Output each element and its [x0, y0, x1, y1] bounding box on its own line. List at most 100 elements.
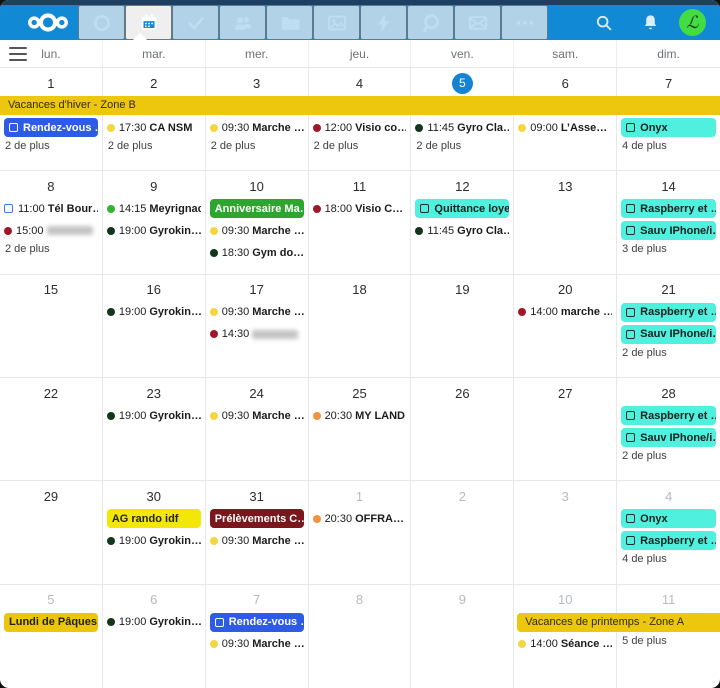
- event-chip[interactable]: Rendez-vous …: [209, 612, 304, 632]
- day-cell[interactable]: 10 14:00 Séance …: [514, 584, 618, 688]
- mail-app-icon[interactable]: [454, 5, 501, 40]
- day-cell[interactable]: 2: [411, 481, 515, 585]
- more-events-link[interactable]: 3 de plus: [622, 243, 667, 256]
- event-dot-line[interactable]: 09:30 Marche …: [209, 303, 304, 322]
- event-dot-line[interactable]: 09:30 Marche …: [209, 635, 304, 654]
- day-cell[interactable]: 19: [411, 274, 515, 378]
- day-cell[interactable]: 16 19:00 Gyrokin…: [102, 274, 206, 378]
- more-events-link[interactable]: 2 de plus: [210, 140, 256, 152]
- event-dot-line[interactable]: 09:30 Marche …: [209, 531, 304, 550]
- day-cell[interactable]: 20 14:00 marche …: [514, 274, 618, 378]
- day-cell[interactable]: 11 18:00 Visio C…: [308, 171, 412, 275]
- day-cell[interactable]: 4 Onyx Raspberry et … 4 de plus: [617, 481, 720, 585]
- event-chip[interactable]: Raspberry et …: [621, 302, 716, 322]
- event-chip[interactable]: Raspberry et …: [621, 531, 716, 551]
- day-cell[interactable]: 1 Rendez-vous … 2 de plus: [0, 68, 103, 172]
- day-cell[interactable]: 3 09:30 Marche … 2 de plus: [205, 68, 309, 172]
- event-dot-line[interactable]: 15:00: [4, 221, 98, 240]
- event-chip[interactable]: Onyx: [621, 509, 716, 529]
- day-cell[interactable]: 29: [0, 481, 103, 585]
- day-cell[interactable]: 31 Prélèvements C… 09:30 Marche …: [205, 481, 309, 585]
- contacts-app-icon[interactable]: [219, 5, 266, 40]
- event-chip[interactable]: Sauv IPhone/i…: [621, 428, 716, 447]
- more-events-link[interactable]: 2 de plus: [622, 450, 667, 462]
- event-chip[interactable]: Sauv IPhone/i…: [621, 324, 716, 344]
- day-cell[interactable]: 14 Raspberry et … Sauv IPhone/i… 3 de plus: [617, 171, 720, 275]
- user-avatar[interactable]: ℒ: [679, 9, 706, 36]
- event-dot-line[interactable]: 19:00 Gyrokin…: [106, 406, 201, 425]
- event-dot-line[interactable]: 14:30: [209, 325, 304, 344]
- event-chip[interactable]: Quittance loyer: [415, 199, 510, 219]
- more-events-link[interactable]: 4 de plus: [622, 140, 667, 152]
- day-cell[interactable]: 30 AG rando idf 19:00 Gyrokin…: [102, 481, 206, 585]
- day-cell[interactable]: 7 Rendez-vous … 09:30 Marche …: [206, 584, 309, 688]
- event-dot-line[interactable]: 19:00 Gyrokin…: [106, 303, 201, 322]
- vacation-banner[interactable]: Vacances de printemps - Zone A: [517, 612, 720, 632]
- day-cell[interactable]: 9: [411, 584, 515, 688]
- day-cell[interactable]: 13: [514, 171, 618, 275]
- day-cell[interactable]: 2 17:30 CA NSM 2 de plus: [102, 68, 206, 172]
- event-dot-line[interactable]: 20:30 MY LAND: [312, 406, 407, 425]
- event-dot-line[interactable]: 14:00 marche …: [518, 303, 612, 322]
- day-cell[interactable]: 6 09:00 L’Asse…: [514, 68, 618, 172]
- event-chip[interactable]: Raspberry et …: [621, 199, 716, 219]
- day-cell[interactable]: 24 09:30 Marche …: [205, 378, 309, 482]
- event-dot-line[interactable]: 14:15 Meyrignac: [106, 199, 201, 218]
- more-events-link[interactable]: 2 de plus: [416, 140, 462, 152]
- vacation-banner[interactable]: Vacances d'hiver - Zone B: [0, 96, 720, 115]
- search-icon[interactable]: [581, 5, 627, 40]
- tasks-app-icon[interactable]: [172, 5, 219, 40]
- more-events-link[interactable]: 2 de plus: [5, 140, 50, 152]
- event-dot-line[interactable]: 18:30 Gym do…: [209, 243, 304, 262]
- day-cell[interactable]: 8: [309, 584, 412, 688]
- event-chip[interactable]: Raspberry et …: [621, 406, 716, 425]
- photos-app-icon[interactable]: [313, 5, 360, 40]
- day-cell[interactable]: 18: [308, 274, 412, 378]
- event-dot-line[interactable]: 09:00 L’Asse…: [518, 118, 612, 137]
- day-cell[interactable]: 22: [0, 378, 103, 482]
- event-dot-line[interactable]: 09:30 Marche …: [209, 221, 304, 240]
- event-dot-line[interactable]: 20:30 OFFRA…: [312, 509, 407, 528]
- event-chip[interactable]: Sauv IPhone/i…: [621, 221, 716, 241]
- event-dot-line[interactable]: 09:30 Marche …: [209, 118, 304, 137]
- event-dot-line[interactable]: 18:00 Visio C…: [312, 199, 407, 218]
- event-chip[interactable]: Onyx: [621, 118, 716, 137]
- day-cell[interactable]: 12 Quittance loyer 11:45 Gyro Cla…: [411, 171, 515, 275]
- activity-app-icon[interactable]: [360, 5, 407, 40]
- day-cell[interactable]: 6 19:00 Gyrokin…: [103, 584, 206, 688]
- day-cell[interactable]: 25 20:30 MY LAND: [308, 378, 412, 482]
- event-dot-line[interactable]: 14:00 Séance …: [518, 635, 612, 654]
- calendar-app-icon[interactable]: [125, 5, 172, 40]
- files-app-icon[interactable]: [266, 5, 313, 40]
- day-cell[interactable]: 1 20:30 OFFRA…: [308, 481, 412, 585]
- day-cell[interactable]: 28 Raspberry et … Sauv IPhone/i… 2 de plus: [617, 378, 720, 482]
- more-events-link[interactable]: 2 de plus: [5, 243, 50, 256]
- day-cell[interactable]: 21 Raspberry et … Sauv IPhone/i… 2 de plus: [617, 275, 720, 378]
- event-dot-line[interactable]: 11:45 Gyro Cla…: [415, 118, 509, 137]
- dashboard-app-icon[interactable]: [78, 5, 125, 40]
- event-dot-line[interactable]: 19:00 Gyrokin…: [106, 613, 201, 632]
- day-cell[interactable]: 11 5 de plus: [617, 585, 720, 688]
- day-cell[interactable]: 26: [411, 378, 515, 482]
- notifications-bell-icon[interactable]: [627, 5, 673, 40]
- event-dot-line[interactable]: 09:30 Marche …: [209, 406, 304, 425]
- day-cell[interactable]: 15: [0, 274, 103, 378]
- event-task[interactable]: 11:00 Tél Bour…: [4, 199, 98, 218]
- day-cell[interactable]: 4 12:00 Visio co… 2 de plus: [308, 68, 412, 172]
- day-cell[interactable]: 3: [514, 481, 618, 585]
- day-cell[interactable]: 17 09:30 Marche … 14:30: [205, 274, 309, 378]
- event-dot-line[interactable]: 11:45 Gyro Cla…: [415, 221, 509, 240]
- event-chip[interactable]: Prélèvements C…: [209, 509, 304, 529]
- event-chip[interactable]: Rendez-vous …: [4, 118, 98, 137]
- more-events-link[interactable]: 5 de plus: [622, 634, 667, 647]
- event-dot-line[interactable]: 19:00 Gyrokin…: [106, 531, 201, 550]
- more-events-link[interactable]: 2 de plus: [313, 140, 359, 152]
- event-dot-line[interactable]: 19:00 Gyrokin…: [106, 221, 201, 240]
- talk-app-icon[interactable]: [407, 5, 454, 40]
- day-cell[interactable]: 9 14:15 Meyrignac 19:00 Gyrokin…: [102, 171, 206, 275]
- more-app-icon[interactable]: [501, 5, 548, 40]
- hamburger-menu-icon[interactable]: [9, 47, 27, 61]
- event-dot-line[interactable]: 17:30 CA NSM: [106, 118, 201, 137]
- event-dot-line[interactable]: 12:00 Visio co…: [312, 118, 406, 137]
- day-cell[interactable]: 8 11:00 Tél Bour… 15:00 2 de plus: [0, 171, 103, 275]
